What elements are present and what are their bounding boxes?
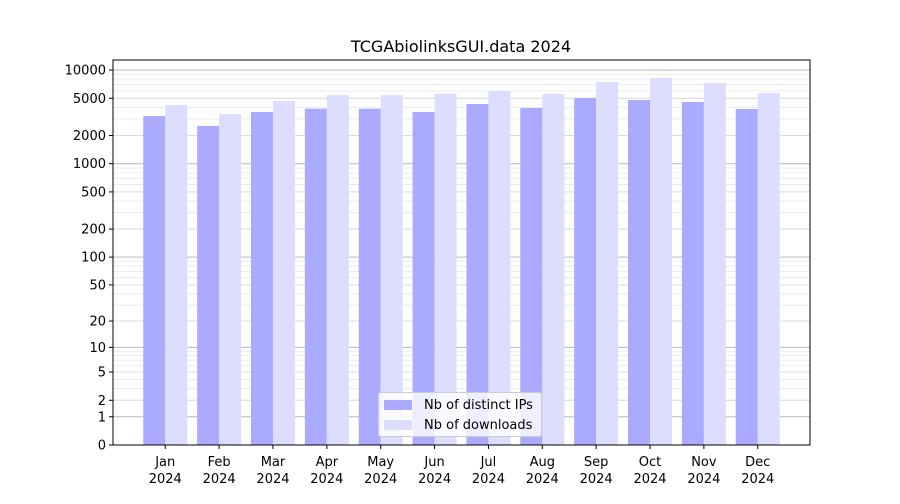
y-tick-label: 100 (81, 251, 106, 266)
bar-ips (735, 109, 758, 445)
bar-downloads (703, 83, 726, 445)
y-tick-label: 2000 (73, 129, 106, 144)
x-tick-label: Feb (208, 455, 231, 470)
bar-downloads (326, 95, 349, 446)
x-tick-label: 2024 (580, 472, 613, 487)
bar-downloads (272, 101, 295, 445)
x-tick-label: 2024 (203, 472, 236, 487)
legend-swatch-ips (384, 400, 412, 410)
y-tick-label: 1 (98, 410, 106, 425)
legend: Nb of distinct IPs Nb of downloads (378, 392, 542, 437)
legend-item-downloads: Nb of downloads (384, 417, 532, 433)
legend-label-ips: Nb of distinct IPs (424, 397, 533, 413)
bar-ips (681, 102, 704, 446)
x-tick-label: 2024 (418, 472, 451, 487)
x-tick-label: Aug (530, 455, 555, 470)
x-tick-label: Jul (480, 455, 497, 470)
bar-ips (574, 98, 597, 445)
x-tick-label: Oct (639, 455, 661, 470)
bar-ips (628, 100, 651, 445)
x-tick-label: 2024 (741, 472, 774, 487)
y-tick-label: 500 (81, 185, 106, 200)
legend-item-ips: Nb of distinct IPs (384, 397, 533, 413)
legend-swatch-downloads (384, 420, 412, 430)
bar-downloads (165, 104, 188, 445)
x-tick-label: 2024 (633, 472, 666, 487)
bar-ips (197, 125, 220, 445)
y-tick-label: 10000 (65, 64, 106, 79)
x-tick-label: 2024 (472, 472, 505, 487)
x-tick-label: Apr (316, 455, 339, 470)
bar-downloads (219, 114, 242, 446)
bar-downloads (650, 78, 673, 445)
bar-downloads (488, 91, 511, 445)
bar-ips (466, 104, 489, 445)
x-tick-label: 2024 (256, 472, 289, 487)
x-tick-label: 2024 (149, 472, 182, 487)
y-tick-label: 50 (89, 278, 106, 293)
bar-ips (250, 111, 273, 445)
bar-downloads (542, 94, 565, 446)
bar-ips (304, 108, 327, 446)
y-tick-label: 10 (89, 341, 106, 356)
bar-downloads (596, 82, 619, 445)
chart-title: TCGAbiolinksGUI.data 2024 (350, 37, 571, 56)
bar-ips (143, 116, 166, 445)
x-tick-label: May (367, 455, 394, 470)
y-tick-label: 2 (98, 394, 106, 409)
x-tick-label: 2024 (526, 472, 559, 487)
x-tick-label: 2024 (310, 472, 343, 487)
y-tick-label: 5000 (73, 92, 106, 107)
x-tick-label: Jun (423, 455, 444, 470)
axes-frame (112, 59, 811, 446)
y-tick-label: 1000 (73, 157, 106, 172)
x-tick-label: 2024 (364, 472, 397, 487)
y-tick-label: 20 (89, 315, 106, 330)
bar-ips (412, 111, 435, 445)
x-tick-label: Nov (691, 455, 717, 470)
x-tick-label: Jan (154, 455, 175, 470)
bar-ips (358, 108, 381, 446)
bar-downloads (380, 95, 403, 446)
legend-label-downloads: Nb of downloads (424, 417, 533, 433)
y-tick-label: 200 (81, 223, 106, 238)
bar-ips (520, 107, 543, 445)
bar-downloads (757, 93, 780, 445)
y-tick-label: 5 (98, 366, 106, 381)
x-tick-label: 2024 (687, 472, 720, 487)
bar-downloads (434, 94, 457, 446)
x-tick-label: Sep (584, 455, 609, 470)
y-tick-label: 0 (98, 439, 106, 454)
x-tick-label: Dec (745, 455, 770, 470)
x-tick-label: Mar (261, 455, 286, 470)
